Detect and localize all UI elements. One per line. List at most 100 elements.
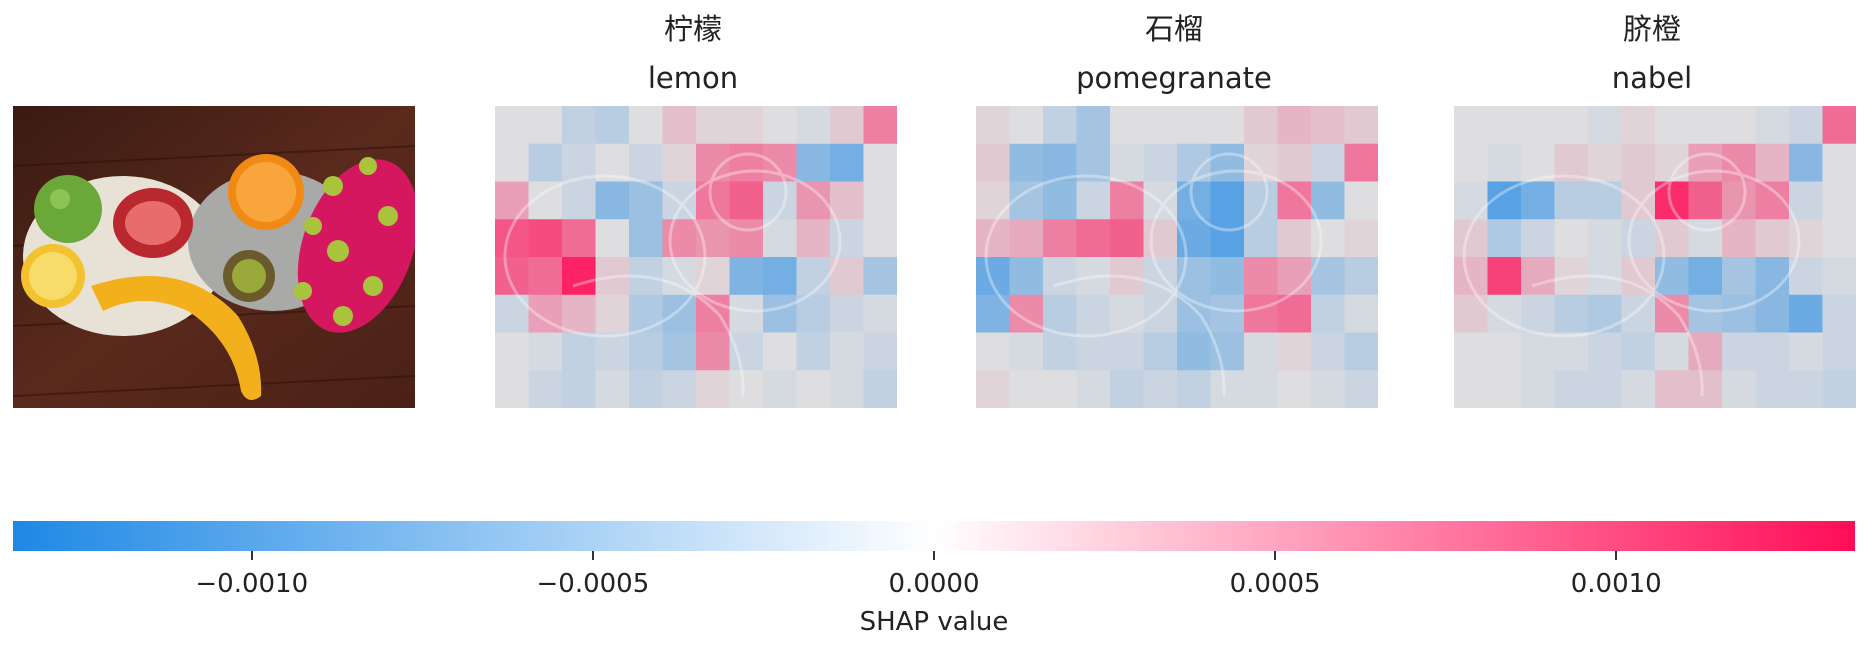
colorbar-tick-mark — [1274, 551, 1276, 560]
panel-1-title-cn: 柠檬 — [663, 12, 722, 46]
heatmap-cell — [1210, 143, 1245, 183]
heatmap-cell — [1177, 106, 1212, 145]
heatmap-cell — [1655, 106, 1690, 145]
heatmap-cell — [1210, 257, 1245, 296]
colorbar-axis-label: SHAP value — [859, 607, 1009, 637]
heatmap-cell — [595, 370, 630, 408]
heatmap-cell — [1789, 294, 1824, 334]
heatmap-cell — [1277, 370, 1312, 408]
heatmap-cell — [562, 106, 597, 145]
heatmap-cell — [1822, 106, 1856, 145]
heatmap-cell — [1244, 106, 1279, 145]
heatmap-cell — [1277, 294, 1312, 334]
heatmap-cell — [528, 106, 563, 145]
heatmap-cell — [696, 106, 731, 145]
heatmap-cell — [1822, 181, 1856, 220]
colorbar-tick-label: 0.0010 — [1570, 569, 1662, 599]
colorbar-tick-mark — [251, 551, 253, 560]
heatmap-cell — [763, 370, 798, 408]
heatmap-cell — [629, 219, 664, 258]
heatmap-cell — [1621, 106, 1656, 145]
heatmap-cell — [1521, 257, 1556, 296]
heatmap-cell — [1344, 257, 1378, 296]
heatmap-cell — [863, 257, 897, 296]
heatmap-cell — [1789, 143, 1824, 183]
heatmap-svg — [976, 106, 1378, 408]
heatmap-cell — [1454, 294, 1489, 334]
panel-2-title-cn: 石榴 — [1144, 12, 1203, 46]
heatmap-cell — [1521, 370, 1556, 408]
heatmap-cell — [1143, 332, 1178, 371]
colorbar-tick-label: −0.0010 — [195, 569, 309, 599]
heatmap-cell — [1755, 294, 1790, 334]
heatmap-cell — [1244, 219, 1279, 258]
heatmap-cell — [629, 332, 664, 371]
heatmap-cell — [1110, 143, 1145, 183]
heatmap-cell — [1755, 332, 1790, 371]
heatmap-cell — [1487, 294, 1522, 334]
heatmap-cell — [763, 294, 798, 334]
heatmap-cell — [796, 257, 831, 296]
heatmap-cell — [1755, 370, 1790, 408]
panel-2-title-en: pomegranate — [1076, 61, 1272, 95]
heatmap-cell — [1822, 219, 1856, 258]
heatmap-cell — [696, 219, 731, 258]
heatmap-cell — [1009, 332, 1044, 371]
heatmap-cell — [495, 106, 530, 145]
heatmap-cell — [696, 332, 731, 371]
heatmap-cell — [562, 332, 597, 371]
heatmap-cell — [830, 181, 865, 220]
heatmap-cell — [629, 106, 664, 145]
heatmap-cell — [1722, 219, 1757, 258]
colorbar-tick-mark — [1615, 551, 1617, 560]
heatmap-cell — [729, 219, 764, 258]
heatmap-cell — [528, 257, 563, 296]
photo-outline-overlay — [984, 152, 1323, 397]
heatmap-cell — [1177, 181, 1212, 220]
heatmap-cell — [1076, 370, 1111, 408]
heatmap-cell — [1177, 219, 1212, 258]
heatmap-cell — [595, 106, 630, 145]
heatmap-cell — [1554, 219, 1589, 258]
heatmap-cell — [1621, 257, 1656, 296]
heatmap-cell — [1588, 143, 1623, 183]
heatmap-cell — [1311, 106, 1346, 145]
heatmap-cell — [830, 106, 865, 145]
heatmap-cell — [830, 370, 865, 408]
heatmap-cell — [1454, 257, 1489, 296]
heatmap-cell — [696, 370, 731, 408]
heatmap-cell — [1344, 181, 1378, 220]
heatmap-cell — [562, 143, 597, 183]
heatmap-cell — [1009, 370, 1044, 408]
heatmap-cell — [1143, 219, 1178, 258]
heatmap-cell — [1789, 332, 1824, 371]
heatmap-cell — [1210, 106, 1245, 145]
heatmap-cell — [1655, 332, 1690, 371]
heatmap-cell — [1076, 181, 1111, 220]
heatmap-cell — [629, 143, 664, 183]
heatmap-cell — [495, 294, 530, 334]
heatmap-cell — [763, 219, 798, 258]
heatmap-cell — [1755, 106, 1790, 145]
heatmap-cell — [1210, 181, 1245, 220]
heatmap-cell — [1621, 181, 1656, 220]
heatmap-cell — [729, 294, 764, 334]
heatmap-cell — [1110, 181, 1145, 220]
heatmap-cell — [976, 370, 1011, 408]
heatmap-cell — [1009, 257, 1044, 296]
heatmap-cell — [595, 294, 630, 334]
heatmap-cell — [729, 257, 764, 296]
heatmap-cell — [863, 143, 897, 183]
heatmap-cell — [1554, 332, 1589, 371]
heatmap-cell — [1487, 257, 1522, 296]
heatmap-cell — [1554, 106, 1589, 145]
heatmap-cell — [763, 332, 798, 371]
heatmap-cell — [1110, 294, 1145, 334]
heatmap-cell — [495, 219, 530, 258]
heatmap-cell — [629, 370, 664, 408]
heatmap-cell — [1110, 219, 1145, 258]
heatmap-cell — [729, 332, 764, 371]
heatmap-cell — [1177, 257, 1212, 296]
heatmap-cell — [1244, 332, 1279, 371]
heatmap-cell — [528, 370, 563, 408]
